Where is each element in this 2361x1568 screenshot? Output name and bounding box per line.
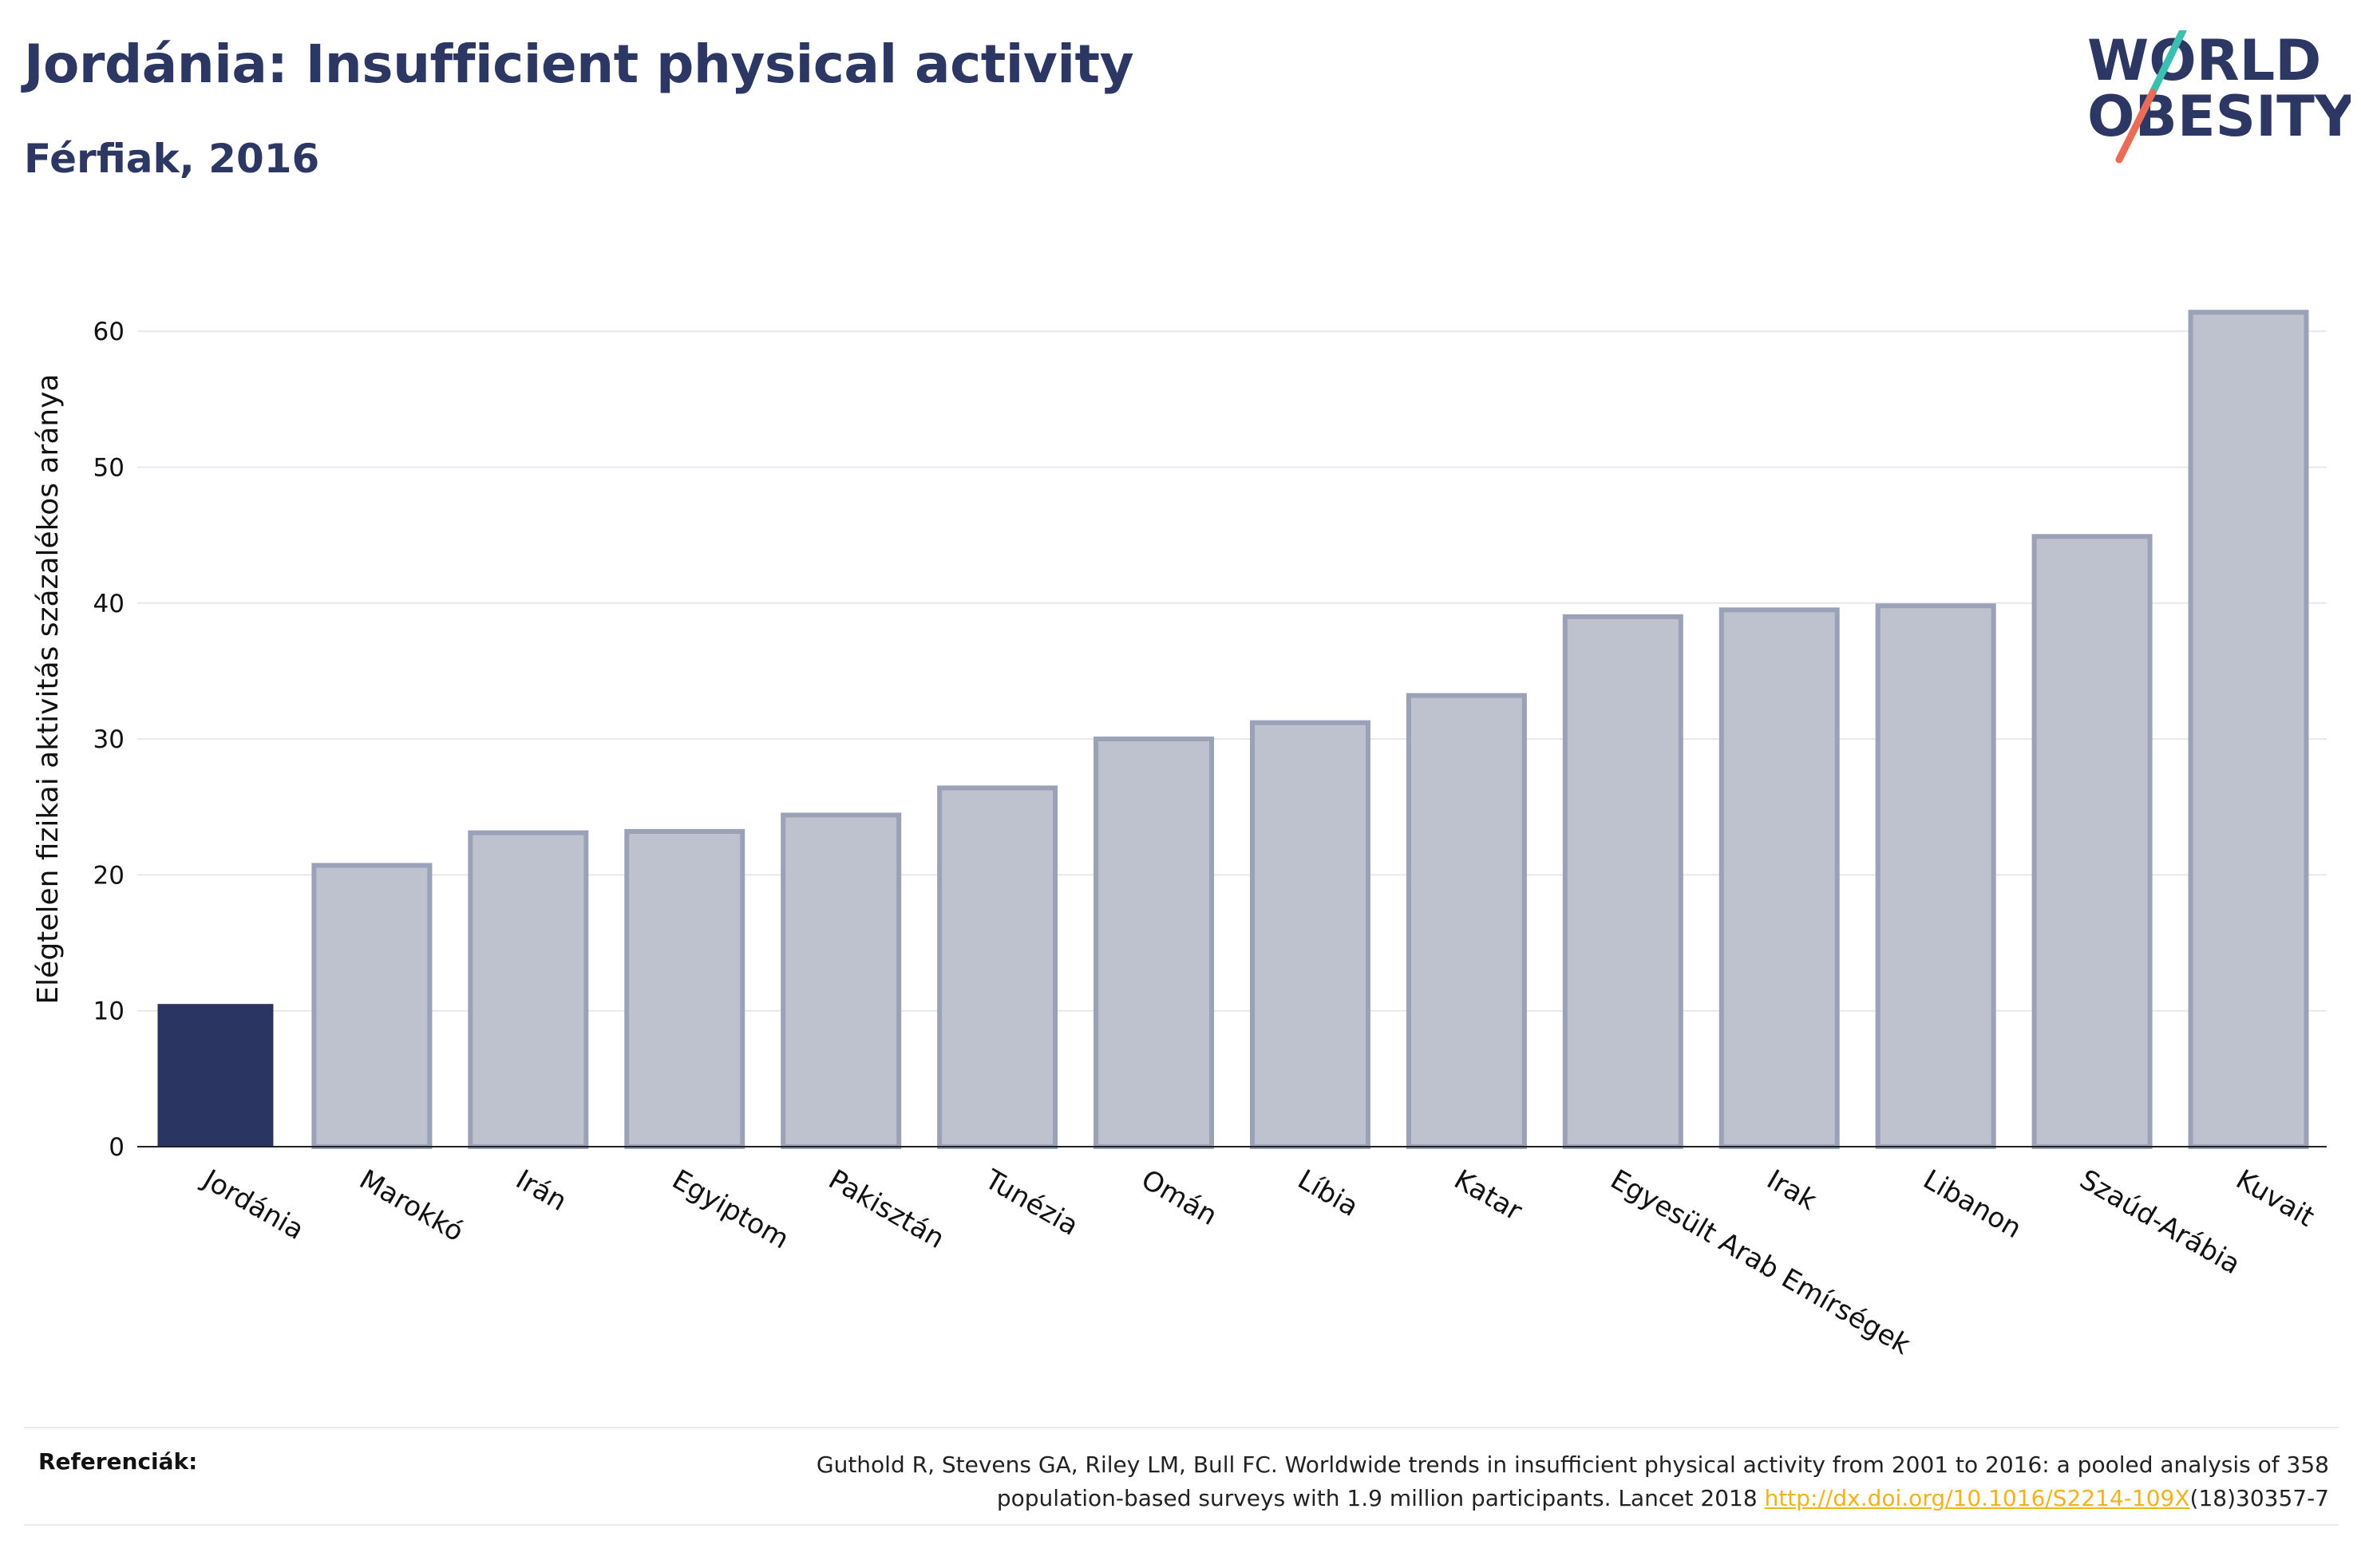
y-tick-label: 20: [93, 861, 125, 890]
x-tick-label: Kuvait: [2231, 1163, 2320, 1234]
bar-4: [781, 812, 902, 1149]
bar-13: [2188, 310, 2309, 1149]
reference-line-2-prefix: population-based surveys with 1.9 millio…: [996, 1485, 1765, 1511]
bar-11: [1875, 603, 1996, 1149]
reference-line-2-suffix: (18)30357-7: [2189, 1485, 2329, 1511]
x-tick-labels: Jordánia Marokkó Irán Egyiptom Pakisztán Tuné…: [196, 1163, 2320, 1361]
y-tick-label: 30: [93, 725, 125, 754]
logo-word-world: WORLD: [2087, 30, 2321, 93]
y-tick-label: 10: [93, 997, 125, 1026]
bar-7: [1249, 720, 1370, 1149]
chart-title: Jordánia: Insufficient physical activity: [24, 34, 1134, 95]
bar-1: [311, 863, 433, 1150]
logo-slash-bottom: [2115, 89, 2157, 164]
references-divider-bottom: [24, 1524, 2339, 1526]
y-axis-title: Elégtelen fizikai aktivitás százalékos a…: [32, 373, 65, 1004]
x-tick-label: Egyiptom: [666, 1163, 794, 1255]
x-tick-label: Jordánia: [196, 1163, 310, 1246]
y-tick-label: 50: [93, 453, 125, 482]
y-tick-label: 0: [109, 1133, 125, 1162]
bar-6: [1093, 737, 1215, 1149]
reference-line-1: Guthold R, Stevens GA, Riley LM, Bull FC…: [816, 1451, 2329, 1478]
chart-subtitle: Férfiak, 2016: [24, 136, 320, 182]
references-text: Guthold R, Stevens GA, Riley LM, Bull FC…: [493, 1448, 2329, 1515]
bar-5: [937, 785, 1058, 1149]
x-tick-label: Szaúd-Arábia: [2074, 1163, 2246, 1281]
bar-10: [1718, 607, 1840, 1149]
bar-9: [1562, 614, 1683, 1149]
reference-doi-link[interactable]: http://dx.doi.org/10.1016/S2214-109X: [1764, 1485, 2190, 1511]
reference-line-2: population-based surveys with 1.9 millio…: [493, 1482, 2329, 1515]
x-tick-label: Marokkó: [354, 1163, 469, 1248]
x-tick-label: Pakisztán: [823, 1163, 950, 1255]
x-tick-label: Omán: [1136, 1163, 1223, 1232]
bars: [157, 310, 2309, 1150]
references-divider-top: [24, 1427, 2339, 1428]
world-obesity-logo: WORLD OBESITY: [2087, 30, 2351, 164]
x-tick-label: Katar: [1449, 1163, 1528, 1227]
x-tick-label: Irak: [1762, 1163, 1822, 1217]
x-tick-label: Líbia: [1292, 1163, 1364, 1223]
y-tick-label: 40: [93, 590, 125, 618]
x-tick-label: Tunézia: [979, 1163, 1084, 1242]
bar-chart: 0 10 20 30 40 50 60 Jordánia Marokkó Irán Egyipto…: [32, 310, 2327, 1361]
bar-3: [624, 828, 745, 1149]
y-tick-labels: 0 10 20 30 40 50 60: [93, 318, 125, 1162]
y-tick-label: 60: [93, 318, 125, 346]
logo-slash-top: [2149, 30, 2187, 97]
bar-0: [157, 1004, 274, 1147]
bar-2: [468, 830, 589, 1149]
references-label: Referenciák:: [38, 1448, 198, 1475]
x-tick-label: Irán: [510, 1163, 571, 1218]
x-tick-label: Libanon: [1918, 1163, 2027, 1245]
bar-8: [1406, 693, 1527, 1149]
grid-lines: [137, 330, 2327, 1012]
x-tick-label: Egyesült Arab Emírségek: [1605, 1163, 1916, 1361]
bar-12: [2031, 534, 2153, 1149]
